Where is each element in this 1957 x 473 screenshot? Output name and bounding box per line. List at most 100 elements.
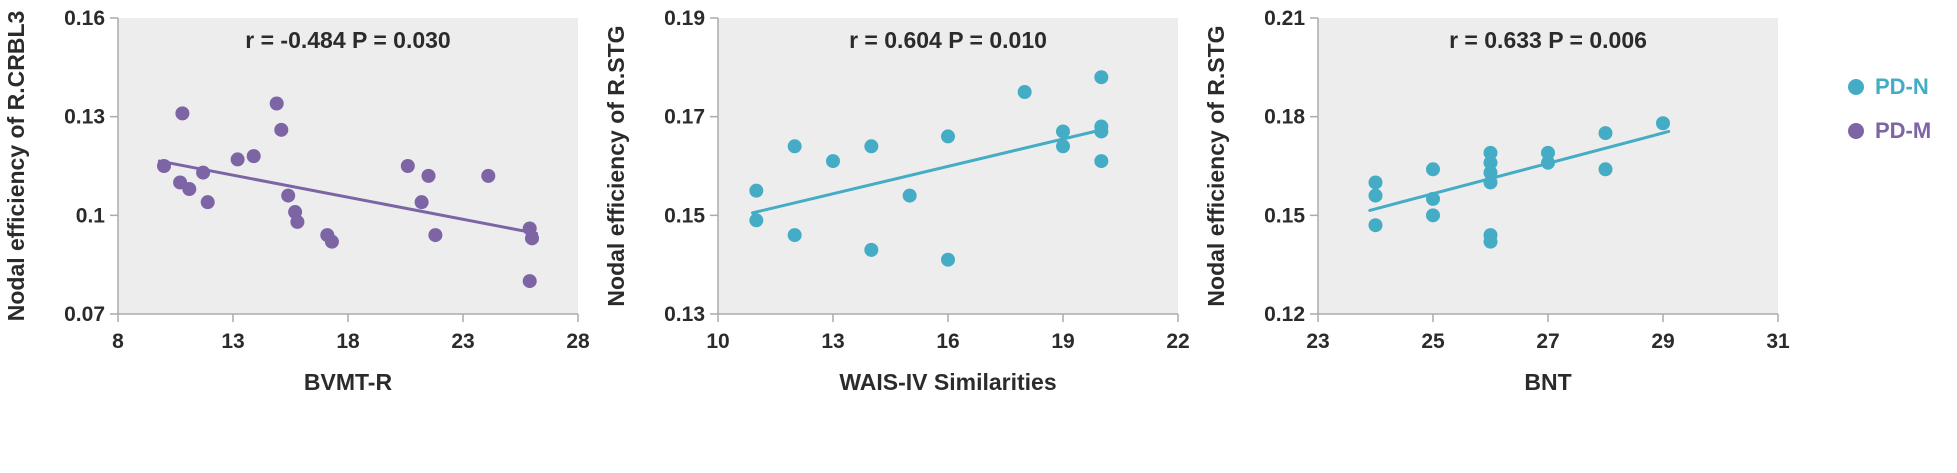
data-point [787,228,802,243]
data-point [400,159,415,173]
y-tick-label: 0.15 [664,204,705,227]
data-point [1056,139,1070,154]
data-point [1056,124,1070,139]
data-point [1598,162,1613,177]
data-point [1368,188,1383,203]
y-tick-label: 0.13 [664,303,705,326]
data-point [522,274,537,289]
data-point [290,214,305,229]
x-axis-title: BNT [1524,369,1571,395]
scatter-chart-wais: 10 13 16 19 22 0.13 0.15 0.17 0.19 r = 0.604 P = … [600,2,1200,432]
x-tick-label: 16 [936,330,959,353]
data-point [428,228,443,243]
data-point [269,96,284,111]
data-point [1094,70,1109,85]
y-tick-label: 0.21 [1264,7,1305,30]
data-point [1483,175,1498,190]
data-point [196,165,211,180]
data-point [864,139,879,154]
x-axis-title: WAIS-IV Similarities [839,369,1056,395]
x-tick-label: 27 [1536,330,1559,353]
data-point [1483,155,1498,170]
legend-label-pdm: PD-M [1875,118,1932,143]
data-point [421,168,436,183]
x-tick-label: 22 [1166,330,1189,353]
correlation-annotation: r = -0.484 P = 0.030 [245,27,450,53]
legend-label-pdn: PD-N [1875,74,1929,99]
correlation-annotation: r = 0.633 P = 0.006 [1449,27,1647,53]
scatter-chart-bvmtr: 8 13 18 23 28 0.07 0.1 0.13 0.16 r = -0.484 P = 0… [0,2,600,432]
correlation-annotation: r = 0.604 P = 0.010 [849,27,1047,53]
data-point [246,149,261,164]
x-tick-label: 29 [1651,330,1674,353]
data-point [175,106,190,121]
data-point [787,139,802,154]
data-point [826,154,840,169]
data-point [157,159,171,173]
data-point [1368,218,1383,233]
x-axis-title: BVMT-R [304,369,393,395]
data-point [1094,154,1109,169]
data-point [1483,145,1498,160]
data-point [1541,145,1555,160]
trend-line [751,127,1107,215]
x-tick-label: 25 [1421,330,1445,353]
legend-item-pdm: PD-M [1848,120,1931,142]
data-point [1017,85,1032,99]
data-point [1483,165,1498,180]
y-tick-label: 0.15 [1264,204,1305,227]
data-point [200,195,215,210]
data-point [230,152,245,167]
y-tick-label: 0.19 [664,7,705,30]
y-tick-label: 0.1 [76,204,106,227]
x-tick-label: 23 [1306,330,1329,353]
x-tick-label: 28 [566,330,590,353]
y-tick-label: 0.17 [664,106,705,129]
y-axis-title: Nodal efficiency of R.CRBL3 [3,11,29,322]
x-tick-label: 23 [451,330,474,353]
data-point [749,213,764,228]
legend-marker-pdm-icon [1848,123,1864,139]
data-point [1426,191,1440,206]
data-point [274,122,289,137]
data-point [1541,155,1555,170]
data-point [324,234,339,249]
data-point [481,168,496,183]
y-tick-label: 0.12 [1264,303,1305,326]
y-tick-label: 0.16 [64,7,105,30]
data-point [749,183,764,198]
legend: PD-N PD-M [1848,76,1931,164]
scatter-svg: 23 25 27 29 31 0.12 0.15 0.18 0.21 r = 0.633 P = … [1203,7,1790,395]
scatter-chart-bnt: 23 25 27 29 31 0.12 0.15 0.18 0.21 r = 0.633 P = … [1200,2,1800,432]
y-tick-label: 0.18 [1264,106,1305,129]
legend-marker-pdn-icon [1848,79,1864,95]
x-tick-label: 10 [706,330,729,353]
data-point [281,188,296,203]
data-point [941,129,955,144]
data-point [1656,116,1670,131]
legend-item-pdn: PD-N [1848,76,1931,98]
x-tick-label: 8 [112,330,124,353]
scatter-svg: 10 13 16 19 22 0.13 0.15 0.17 0.19 r = 0.604 P = … [603,7,1190,395]
y-tick-label: 0.13 [64,106,105,129]
data-point [1598,126,1613,141]
y-axis-title: Nodal efficiency of R.STG [1203,25,1229,306]
data-point [1483,234,1498,249]
data-point [1426,162,1440,177]
y-tick-label: 0.07 [64,303,105,326]
x-tick-label: 31 [1766,330,1790,353]
data-point [941,252,955,267]
x-tick-label: 13 [821,330,844,353]
data-point [182,182,197,197]
x-tick-label: 18 [336,330,360,353]
data-point [414,195,429,210]
data-point [1094,124,1109,139]
data-point [1368,175,1383,190]
x-tick-label: 13 [221,330,244,353]
trend-line [157,159,539,235]
correlation-figure: 8 13 18 23 28 0.07 0.1 0.13 0.16 r = -0.484 P = 0… [0,2,1931,432]
plot-area [118,18,578,314]
data-point [1426,208,1440,223]
data-point [525,231,539,246]
scatter-svg: 8 13 18 23 28 0.07 0.1 0.13 0.16 r = -0.484 P = 0… [3,7,590,395]
